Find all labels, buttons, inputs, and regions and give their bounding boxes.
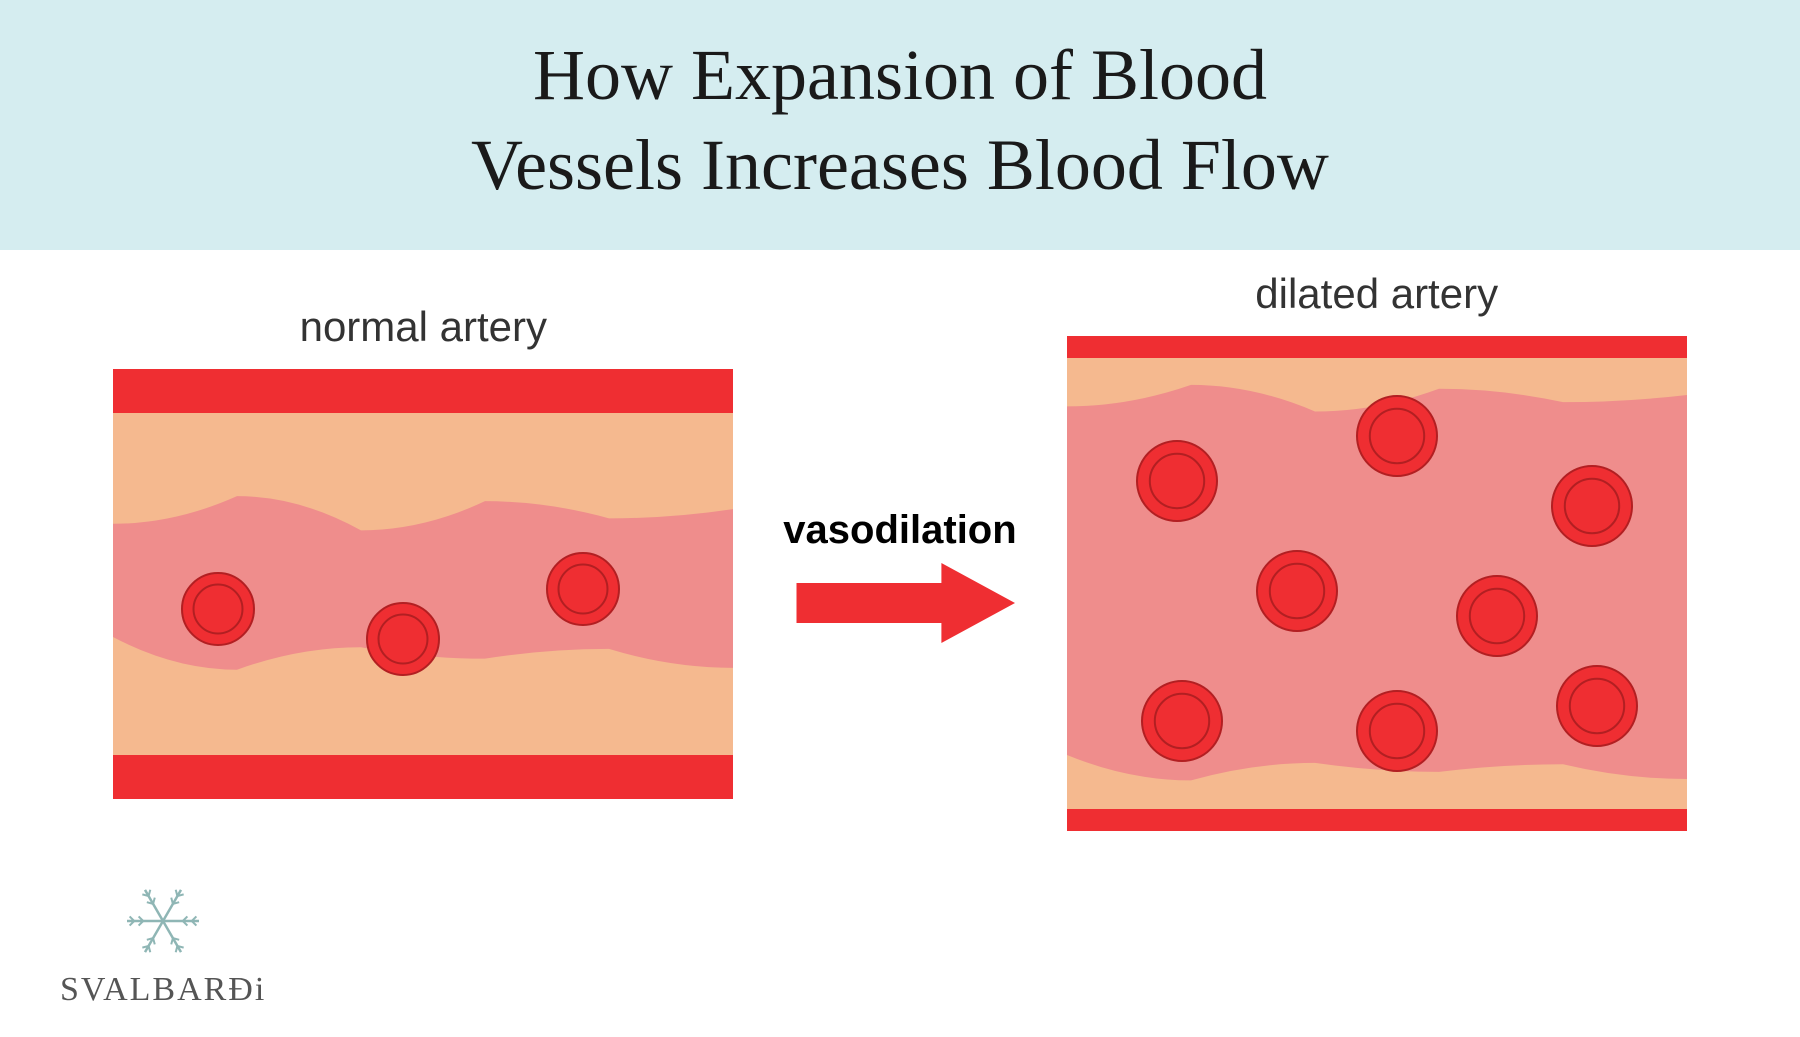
title-line-1: How Expansion of Blood: [533, 35, 1267, 115]
page-title: How Expansion of Blood Vessels Increases…: [0, 30, 1800, 210]
dilated-artery-diagram: [1067, 336, 1687, 831]
vasodilation-arrow-icon: [785, 563, 1015, 643]
brand-name: SVALBARÐi: [60, 971, 266, 1009]
arrow-label: vasodilation: [783, 508, 1016, 553]
dilated-artery-label: dilated artery: [1255, 270, 1498, 318]
normal-artery-diagram: [113, 369, 733, 799]
brand-logo: SVALBARÐi: [60, 881, 266, 1009]
arrow-panel: vasodilation: [773, 508, 1026, 643]
dilated-artery-panel: dilated artery: [1067, 270, 1687, 831]
snowflake-icon: [123, 881, 203, 961]
normal-artery-label: normal artery: [300, 303, 547, 351]
diagram-content: normal artery vasodilation dilated arter…: [0, 250, 1800, 831]
header-banner: How Expansion of Blood Vessels Increases…: [0, 0, 1800, 250]
normal-artery-panel: normal artery: [113, 303, 733, 799]
title-line-2: Vessels Increases Blood Flow: [471, 125, 1329, 205]
